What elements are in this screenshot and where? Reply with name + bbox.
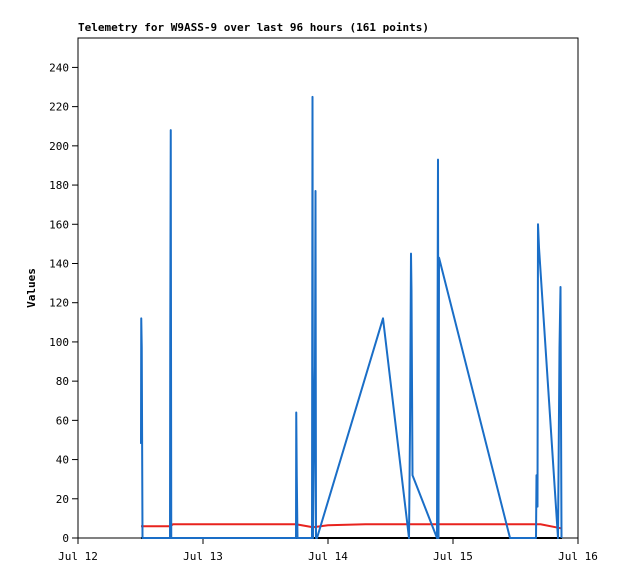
y-tick-label: 160 bbox=[49, 218, 69, 231]
x-tick-label: Jul 15 bbox=[433, 550, 473, 563]
series-line bbox=[140, 95, 563, 539]
x-tick-label: Jul 13 bbox=[183, 550, 223, 563]
y-tick-label: 120 bbox=[49, 297, 69, 310]
y-tick-label: 240 bbox=[49, 61, 69, 74]
y-tick-label: 80 bbox=[56, 375, 69, 388]
y-tick-label: 180 bbox=[49, 179, 69, 192]
y-tick-label: 20 bbox=[56, 493, 69, 506]
x-tick-label: Jul 12 bbox=[58, 550, 98, 563]
chart-title: Telemetry for W9ASS-9 over last 96 hours… bbox=[78, 21, 429, 34]
y-tick-label: 140 bbox=[49, 257, 69, 270]
plot-frame bbox=[77, 37, 579, 539]
y-axis-title: Values bbox=[25, 268, 38, 308]
y-tick-label: 220 bbox=[49, 101, 69, 114]
x-tick-label: Jul 14 bbox=[308, 550, 348, 563]
y-tick-label: 60 bbox=[56, 414, 69, 427]
y-tick-label: 40 bbox=[56, 454, 69, 467]
x-tick-label: Jul 16 bbox=[558, 550, 598, 563]
series-line bbox=[141, 523, 562, 530]
y-tick-label: 200 bbox=[49, 140, 69, 153]
y-tick-label: 100 bbox=[49, 336, 69, 349]
y-tick-label: 0 bbox=[62, 532, 69, 545]
